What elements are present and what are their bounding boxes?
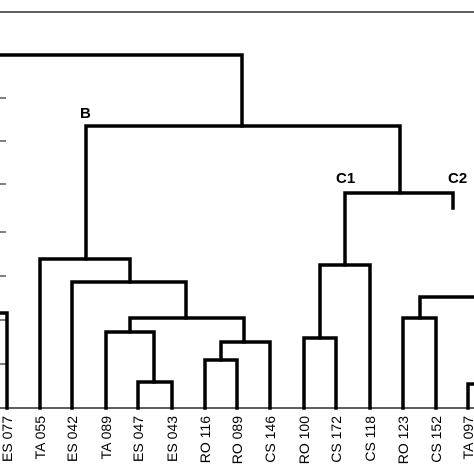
axis-ticks: [0, 54, 6, 365]
leaf-label: TA 055: [32, 416, 48, 460]
leaf-label: CS 172: [328, 416, 344, 463]
link-c1-c2: [343, 191, 455, 267]
leaf-label: TA 097: [460, 416, 474, 460]
link-left-top: [38, 257, 132, 410]
link-ro100-cs172: [302, 336, 338, 410]
link-c2-branch: [418, 295, 474, 320]
link-ro-cs146: [219, 340, 272, 410]
leaf-label: RO 116: [197, 416, 213, 463]
leaf-label: RO 123: [395, 416, 411, 464]
link-left-mid: [70, 280, 188, 410]
link-node-b: [84, 124, 402, 261]
leaf-label: TA 089: [98, 416, 114, 460]
leaf-label: ES 043: [164, 416, 180, 462]
cluster-label-b: B: [80, 105, 91, 122]
leaf-label: ES 077: [0, 416, 15, 462]
leaf-label: ES 047: [130, 416, 146, 462]
link-ro116-ro089: [203, 358, 239, 410]
leaf-label: ES 042: [64, 416, 80, 462]
link-ta089-group: [104, 330, 156, 410]
leaf-label: RO 089: [229, 416, 245, 464]
link-es077: [0, 311, 9, 410]
cluster-label-c1: C1: [336, 170, 355, 187]
link-root: [0, 53, 244, 128]
dendrogram-links: [0, 53, 474, 410]
cluster-label-c2: C2: [448, 170, 467, 187]
leaf-labels: ES 077 TA 055 ES 042 TA 089 ES 047 ES 04…: [0, 416, 474, 464]
link-c1-branch: [318, 263, 372, 410]
link-es047-es043: [136, 380, 174, 410]
leaf-label: CS 152: [428, 416, 444, 463]
leaf-label: RO 100: [296, 416, 312, 464]
link-ta097: [466, 382, 474, 410]
cluster-labels: B C1 C2: [80, 105, 467, 187]
link-ro123-cs152: [401, 316, 438, 410]
leaf-label: CS 118: [362, 416, 378, 462]
leaf-label: CS 146: [262, 416, 278, 463]
link-left-inner: [128, 316, 246, 344]
